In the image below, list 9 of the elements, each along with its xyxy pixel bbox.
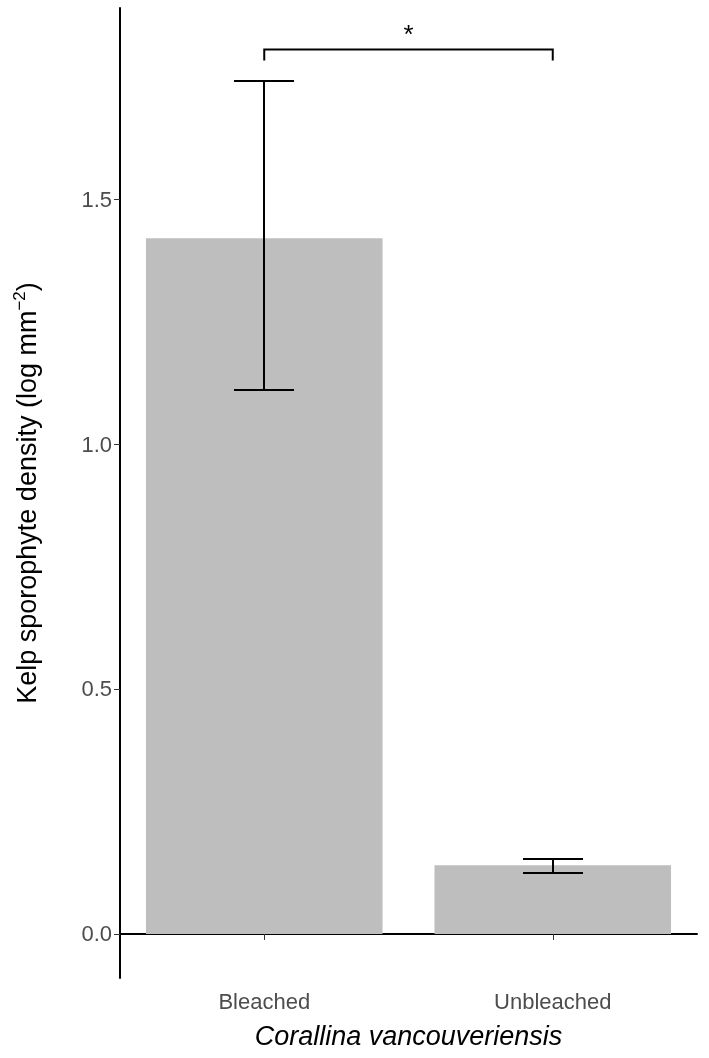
y-axis-title: Kelp sporophyte density (log mm−2): [10, 282, 42, 704]
y-tick-label: 1.5: [81, 186, 112, 212]
y-tick-label: 0.5: [81, 676, 112, 702]
annotation: *: [403, 19, 414, 50]
y-tick-label: 0.0: [81, 921, 112, 947]
x-tick-label: Bleached: [218, 988, 311, 1014]
y-tick-label: 1.0: [81, 431, 112, 457]
x-tick-label: Unbleached: [494, 988, 612, 1014]
x-axis-title: Corallina vancouveriensis: [254, 1020, 563, 1051]
